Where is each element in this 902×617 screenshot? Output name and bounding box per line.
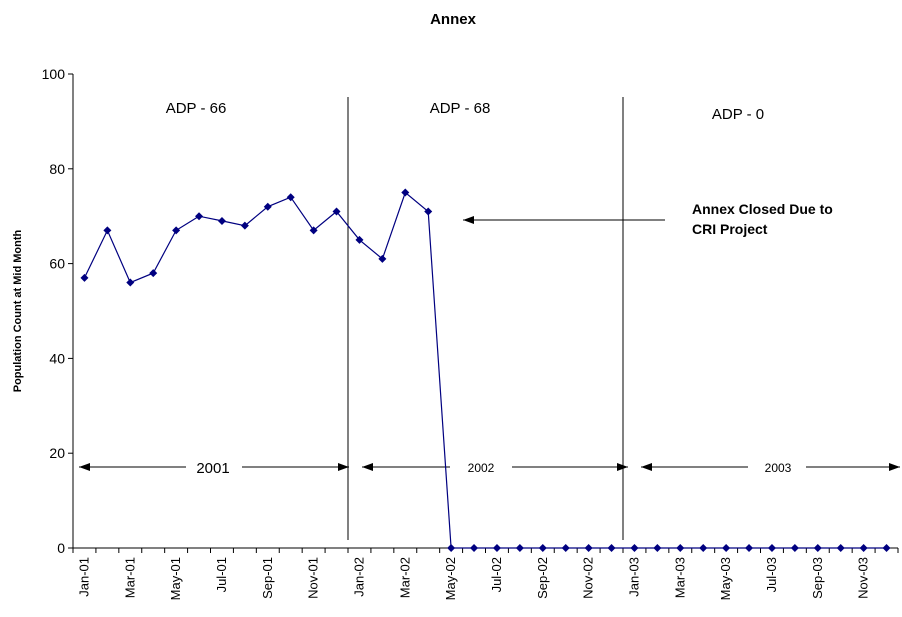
data-point bbox=[813, 544, 822, 552]
data-point bbox=[217, 216, 226, 225]
data-point bbox=[424, 207, 433, 216]
x-tick-label: Sep-03 bbox=[810, 557, 825, 599]
callout-line-1: Annex Closed Due to bbox=[692, 201, 833, 217]
data-point bbox=[470, 544, 479, 552]
adp-label-2002: ADP - 68 bbox=[430, 100, 491, 117]
x-tick-label: Sep-02 bbox=[535, 557, 550, 599]
chart-title: Annex bbox=[430, 11, 477, 28]
data-point bbox=[195, 212, 204, 221]
data-point bbox=[699, 544, 708, 552]
x-tick-label: Mar-02 bbox=[397, 557, 412, 598]
data-point bbox=[584, 544, 593, 552]
y-axis-label: Population Count at Mid Month bbox=[12, 229, 24, 392]
data-point bbox=[401, 188, 410, 197]
year-span-2002: 2002 bbox=[362, 461, 628, 475]
data-point bbox=[790, 544, 799, 552]
y-tick-label: 80 bbox=[49, 161, 65, 177]
data-point bbox=[309, 226, 318, 235]
data-point bbox=[767, 544, 776, 552]
data-point bbox=[538, 544, 547, 552]
year-label-2001: 2001 bbox=[196, 460, 229, 477]
x-ticks: Jan-01 Mar-01 May-01 Jul-01 Sep-01 Nov-01 Jan-… bbox=[72, 548, 899, 600]
data-point bbox=[80, 273, 89, 282]
x-tick-label: Jul-02 bbox=[489, 557, 504, 592]
data-point bbox=[630, 544, 639, 552]
data-point bbox=[149, 269, 158, 278]
x-tick-label: Jul-03 bbox=[764, 557, 779, 592]
data-point bbox=[653, 544, 662, 552]
data-point bbox=[882, 544, 891, 552]
year-label-2002: 2002 bbox=[468, 461, 495, 475]
data-point bbox=[561, 544, 570, 552]
adp-label-2003: ADP - 0 bbox=[712, 106, 764, 123]
data-point bbox=[745, 544, 754, 552]
y-tick-label: 0 bbox=[57, 540, 65, 556]
data-point bbox=[515, 544, 524, 552]
x-tick-label: Jul-01 bbox=[214, 557, 229, 592]
population-series bbox=[80, 188, 891, 552]
year-span-2001: 2001 bbox=[79, 460, 349, 477]
adp-label-2001: ADP - 66 bbox=[166, 100, 227, 117]
data-point bbox=[607, 544, 616, 552]
x-tick-label: Mar-01 bbox=[122, 557, 137, 598]
data-point bbox=[240, 221, 249, 230]
y-tick-label: 60 bbox=[49, 256, 65, 272]
data-point bbox=[103, 226, 112, 235]
x-tick-label: May-02 bbox=[443, 557, 458, 600]
data-point bbox=[676, 544, 685, 552]
data-point bbox=[378, 254, 387, 263]
x-tick-label: Jan-02 bbox=[351, 557, 366, 597]
data-point bbox=[332, 207, 341, 216]
year-label-2003: 2003 bbox=[765, 461, 792, 475]
data-point bbox=[859, 544, 868, 552]
y-tick-label: 20 bbox=[49, 445, 65, 461]
x-tick-label: Jan-03 bbox=[626, 557, 641, 597]
x-tick-label: Jan-01 bbox=[76, 557, 91, 597]
data-point bbox=[126, 278, 135, 287]
data-point bbox=[836, 544, 845, 552]
x-tick-label: Nov-02 bbox=[581, 557, 596, 599]
data-point bbox=[355, 235, 364, 244]
x-tick-label: May-03 bbox=[718, 557, 733, 600]
x-tick-label: Nov-03 bbox=[856, 557, 871, 599]
series-line bbox=[83, 191, 887, 549]
y-tick-label: 100 bbox=[42, 66, 66, 82]
data-point bbox=[263, 202, 272, 211]
data-point bbox=[286, 193, 295, 202]
x-tick-label: Mar-03 bbox=[672, 557, 687, 598]
year-span-2003: 2003 bbox=[641, 461, 900, 475]
x-tick-label: Nov-01 bbox=[306, 557, 321, 599]
data-point bbox=[447, 544, 456, 552]
callout-line-2: CRI Project bbox=[692, 221, 768, 237]
y-ticks: 0 20 40 60 80 100 bbox=[42, 66, 73, 556]
y-tick-label: 40 bbox=[49, 350, 65, 366]
x-tick-label: Sep-01 bbox=[260, 557, 275, 599]
callout-arrow bbox=[463, 216, 665, 224]
x-tick-label: May-01 bbox=[168, 557, 183, 600]
data-point bbox=[722, 544, 731, 552]
data-point bbox=[492, 544, 501, 552]
data-point bbox=[172, 226, 181, 235]
